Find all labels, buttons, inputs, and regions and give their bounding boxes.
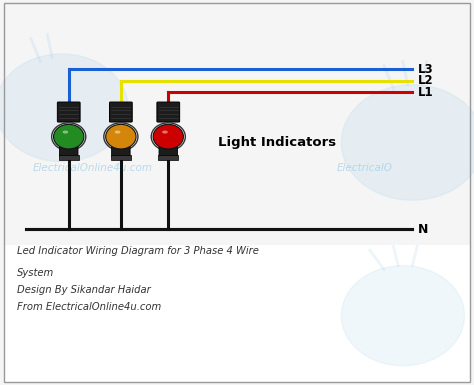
- Circle shape: [106, 124, 136, 149]
- Text: L2: L2: [418, 74, 434, 87]
- Circle shape: [54, 124, 84, 149]
- Circle shape: [0, 54, 128, 162]
- Text: From ElectricalOnline4u.com: From ElectricalOnline4u.com: [17, 302, 161, 312]
- Text: Led Indicator Wiring Diagram for 3 Phase 4 Wire: Led Indicator Wiring Diagram for 3 Phase…: [17, 246, 258, 256]
- FancyBboxPatch shape: [111, 136, 130, 157]
- Ellipse shape: [63, 131, 68, 134]
- Text: ElectricalOnline4u.com: ElectricalOnline4u.com: [33, 163, 153, 173]
- FancyBboxPatch shape: [60, 136, 78, 157]
- FancyBboxPatch shape: [109, 102, 132, 122]
- Text: ElectricalO: ElectricalO: [337, 163, 392, 173]
- Ellipse shape: [162, 131, 168, 134]
- FancyBboxPatch shape: [159, 136, 177, 157]
- Bar: [59, 155, 79, 160]
- Ellipse shape: [115, 131, 120, 134]
- Text: N: N: [418, 223, 428, 236]
- FancyBboxPatch shape: [157, 102, 180, 122]
- Circle shape: [153, 124, 183, 149]
- Text: Design By Sikandar Haidar: Design By Sikandar Haidar: [17, 285, 150, 295]
- Text: L1: L1: [418, 86, 434, 99]
- Text: System: System: [17, 268, 54, 278]
- FancyBboxPatch shape: [57, 102, 80, 122]
- Bar: [4, 245, 470, 382]
- Circle shape: [341, 85, 474, 200]
- Circle shape: [341, 266, 465, 366]
- Bar: [158, 155, 178, 160]
- Text: Light Indicators: Light Indicators: [218, 136, 336, 149]
- Bar: [111, 155, 131, 160]
- Text: L3: L3: [418, 63, 434, 76]
